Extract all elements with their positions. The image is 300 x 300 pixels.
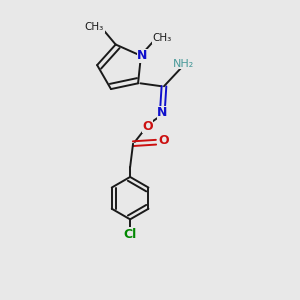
Text: NH₂: NH₂: [173, 58, 195, 69]
Text: N: N: [157, 106, 168, 119]
Text: CH₃: CH₃: [153, 33, 172, 43]
Text: Cl: Cl: [124, 228, 137, 241]
Text: N: N: [137, 49, 148, 62]
Text: O: O: [142, 119, 153, 133]
Text: CH₃: CH₃: [85, 22, 104, 32]
Text: O: O: [158, 134, 169, 147]
